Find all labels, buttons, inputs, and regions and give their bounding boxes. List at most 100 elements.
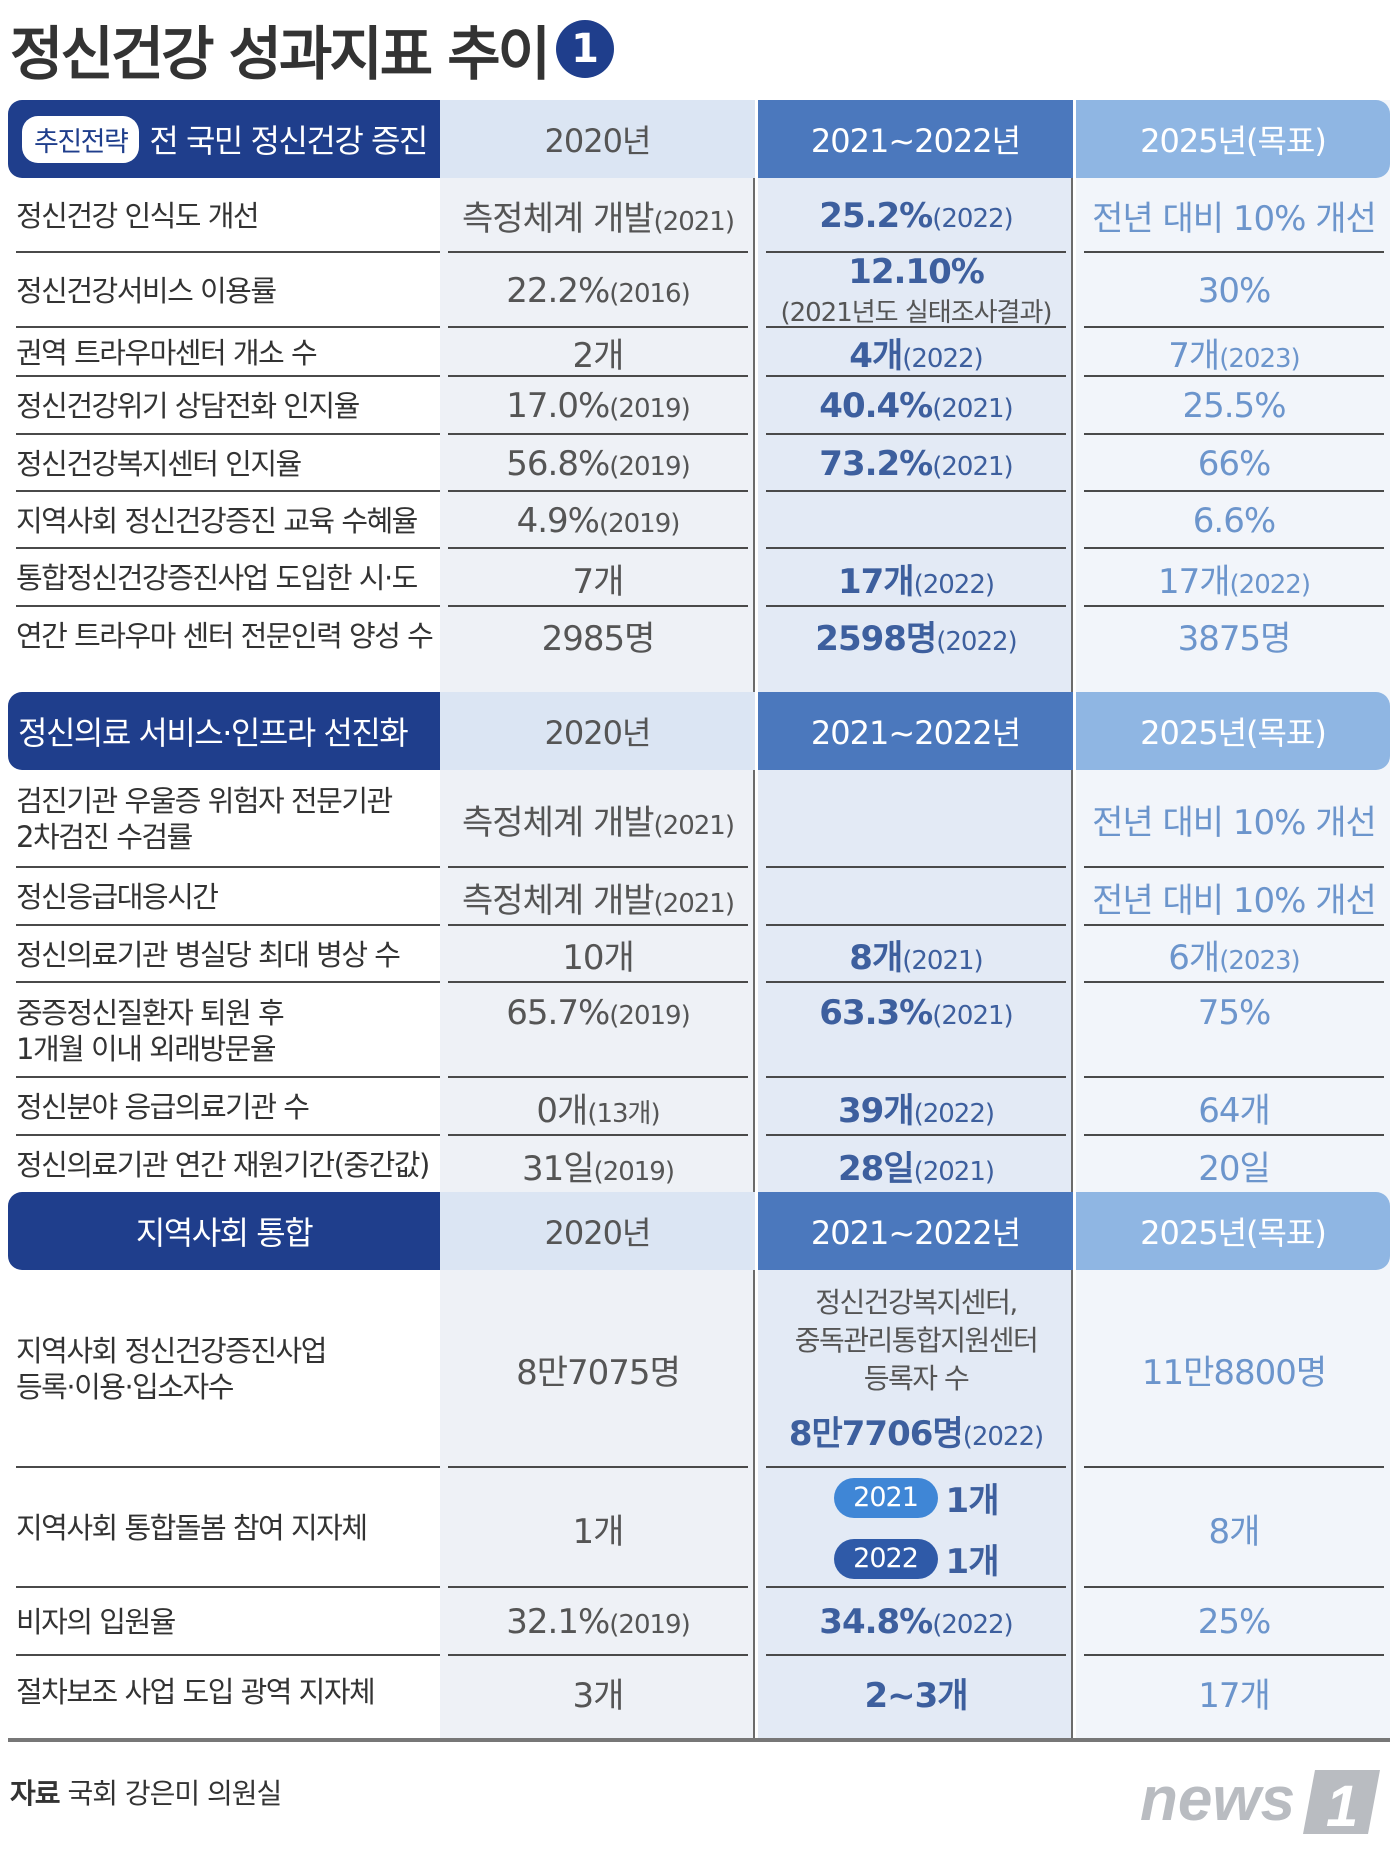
value-2020: 32.1%(2019) — [506, 1602, 690, 1642]
strategy-title: 지역사회 통합 — [8, 1192, 440, 1270]
registration-note: 정신건강복지센터, 중독관리통합지원센터 등록자 수 — [794, 1285, 1039, 1395]
column-divider — [753, 100, 755, 1740]
value-2025-target: 7개(2023) — [1168, 336, 1300, 376]
svg-text:1: 1 — [1326, 1774, 1358, 1838]
value-2021-2022 — [766, 492, 1066, 549]
title-text: 정신건강 성과지표 추이 — [10, 20, 551, 88]
indicator-label: 지역사회 정신건강증진사업 등록·이용·입소자수 — [16, 1334, 327, 1404]
value-2021-2022: 28일(2021) — [837, 1148, 995, 1189]
value-2021-2022: 2021 1개 2022 1개 — [766, 1468, 1066, 1588]
value-2025-target: 17개(2022) — [1157, 561, 1311, 602]
year-pill-row: 2022 1개 — [833, 1534, 999, 1583]
value-2021-2022: 정신건강복지센터, 중독관리통합지원센터 등록자 수 8만7706명(2022) — [788, 1285, 1044, 1454]
indicator-label: 정신분야 응급의료기관 수 — [16, 1090, 310, 1124]
value-2020: 측정체계 개발(2021) — [462, 199, 735, 239]
table-row: 정신건강복지센터 인지율 56.8%(2019) 73.2%(2021) 66% — [8, 435, 1390, 492]
indicator-label: 지역사회 통합돌봄 참여 지자체 — [16, 1511, 368, 1545]
value-2025-target: 25% — [1197, 1602, 1272, 1642]
year-header-2021-2022: 2021~2022년 — [758, 100, 1073, 178]
value-2020: 측정체계 개발(2021) — [462, 880, 735, 921]
logo-mark: 1 — [1303, 1770, 1380, 1838]
value-2020: 0개(13개) — [536, 1090, 660, 1131]
value-2025-target: 30% — [1197, 270, 1272, 311]
table-row: 비자의 입원율 32.1%(2019) 34.8%(2022) 25% — [8, 1588, 1390, 1656]
table-row: 정신건강위기 상담전화 인지율 17.0%(2019) 40.4%(2021) … — [8, 377, 1390, 435]
value-2025-target: 25.5% — [1182, 386, 1286, 426]
value-2021-2022: 63.3%(2021) — [819, 993, 1013, 1033]
section-header: 정신의료 서비스·인프라 선진화 2020년 2021~2022년 2025년(… — [8, 692, 1390, 770]
year-header-2021-2022: 2021~2022년 — [758, 692, 1073, 770]
table-row: 검진기관 우울증 위험자 전문기관 2차검진 수검률 측정체계 개발(2021) … — [8, 770, 1390, 868]
indicator-label: 정신건강복지센터 인지율 — [16, 446, 302, 481]
value-2021-2022: 17개(2022) — [837, 561, 995, 602]
value-2025-target: 8개 — [1208, 1511, 1261, 1552]
source-footer: 자료 국회 강은미 의원실 — [10, 1777, 282, 1810]
value-2020: 17.0%(2019) — [506, 386, 690, 426]
column-divider — [1071, 100, 1073, 1740]
value-2021-2022: 40.4%(2021) — [819, 386, 1013, 426]
value-2020: 65.7%(2019) — [506, 993, 690, 1033]
value-2020: 1개 — [572, 1511, 625, 1552]
year-pill-2022: 2022 — [833, 1538, 938, 1579]
value-2021-2022 — [766, 868, 1066, 926]
year-header-2025: 2025년(목표) — [1076, 1192, 1390, 1270]
strategy-label: 지역사회 통합 — [135, 1214, 314, 1252]
table-bottom-rule — [8, 1738, 1390, 1742]
year-header-2021-2022: 2021~2022년 — [758, 1192, 1073, 1270]
value-2020: 8만7075명 — [516, 1352, 681, 1393]
table-row: 지역사회 통합돌봄 참여 지자체 1개 2021 1개 2022 1개 8개 — [8, 1468, 1390, 1588]
section-header: 추진전략 전 국민 정신건강 증진 2020년 2021~2022년 2025년… — [8, 100, 1390, 178]
table-row: 연간 트라우마 센터 전문인력 양성 수 2985명 2598명(2022) 3… — [8, 607, 1390, 664]
value-2025-target: 17개 — [1198, 1675, 1271, 1716]
value-2025-target: 전년 대비 10% 개선 — [1092, 199, 1377, 239]
year-header-2020: 2020년 — [440, 1192, 755, 1270]
strategy-title: 정신의료 서비스·인프라 선진화 — [8, 692, 440, 770]
value-2020: 4.9%(2019) — [516, 500, 681, 541]
indicator-label: 정신건강 인식도 개선 — [16, 198, 260, 233]
indicator-label: 절차보조 사업 도입 광역 지자체 — [16, 1675, 376, 1709]
value-2021-2022: 4개(2022) — [849, 336, 983, 376]
strategy-chip: 추진전략 — [22, 115, 140, 163]
value-2021-2022: 8개(2021) — [849, 938, 983, 978]
indicator-label: 정신건강서비스 이용률 — [16, 273, 277, 308]
value-2021-2022: 34.8%(2022) — [819, 1602, 1013, 1642]
year-pill-2021: 2021 — [833, 1477, 938, 1518]
strategy-label: 정신의료 서비스·인프라 선진화 — [18, 714, 409, 752]
indicator-label: 연간 트라우마 센터 전문인력 양성 수 — [16, 618, 434, 653]
table-row: 통합정신건강증진사업 도입한 시·도 7개 17개(2022) 17개(2022… — [8, 549, 1390, 607]
survey-note: (2021년도 실태조사결과) — [780, 298, 1052, 328]
indicator-label: 정신응급대응시간 — [16, 880, 219, 914]
table-row: 절차보조 사업 도입 광역 지자체 3개 2~3개 17개 — [8, 1656, 1390, 1728]
table-row: 정신응급대응시간 측정체계 개발(2021) 전년 대비 10% 개선 — [8, 868, 1390, 926]
section-header: 지역사회 통합 2020년 2021~2022년 2025년(목표) — [8, 1192, 1390, 1270]
value-2021-2022: 2~3개 — [864, 1675, 968, 1716]
logo-text: news — [1140, 1765, 1295, 1834]
value-2020: 2개 — [572, 336, 625, 376]
table-row: 정신의료기관 연간 재원기간(중간값) 31일(2019) 28일(2021) … — [8, 1136, 1390, 1194]
year-pill-row: 2021 1개 — [833, 1473, 999, 1522]
section-strategy-2: 정신의료 서비스·인프라 선진화 2020년 2021~2022년 2025년(… — [8, 692, 1390, 1194]
indicator-label: 권역 트라우마센터 개소 수 — [16, 335, 318, 370]
table-row: 중증정신질환자 퇴원 후 1개월 이내 외래방문율 65.7%(2019) 63.… — [8, 983, 1390, 1078]
indicator-label: 지역사회 정신건강증진 교육 수혜율 — [16, 503, 418, 538]
table-row: 정신건강서비스 이용률 22.2%(2016) 12.10% (2021년도 실… — [8, 252, 1390, 328]
value-2025-target: 6개(2023) — [1168, 938, 1300, 978]
value-2021-2022: 2598명(2022) — [815, 619, 1017, 659]
value-2020: 3개 — [572, 1675, 625, 1716]
section-strategy-1: 추진전략 전 국민 정신건강 증진 2020년 2021~2022년 2025년… — [8, 100, 1390, 664]
table-row: 지역사회 정신건강증진 교육 수혜율 4.9%(2019) 6.6% — [8, 492, 1390, 549]
indicator-label: 정신건강위기 상담전화 인지율 — [16, 389, 360, 423]
value-2021-2022 — [766, 770, 1066, 868]
value-2025-target: 66% — [1197, 443, 1272, 484]
value-2025-target: 64개 — [1198, 1090, 1271, 1131]
strategy-title: 추진전략 전 국민 정신건강 증진 — [8, 100, 440, 178]
strategy-label: 전 국민 정신건강 증진 — [149, 122, 428, 160]
value-2020: 측정체계 개발(2021) — [462, 802, 735, 843]
year-header-2025: 2025년(목표) — [1076, 100, 1390, 178]
value-2025-target: 6.6% — [1192, 500, 1276, 541]
indicator-label: 정신의료기관 병실당 최대 병상 수 — [16, 937, 401, 972]
value-2021-2022: 39개(2022) — [837, 1090, 995, 1131]
indicator-label: 정신의료기관 연간 재원기간(중간값) — [16, 1148, 430, 1182]
year-header-2025: 2025년(목표) — [1076, 692, 1390, 770]
news1-logo: news 1 — [1140, 1765, 1380, 1838]
